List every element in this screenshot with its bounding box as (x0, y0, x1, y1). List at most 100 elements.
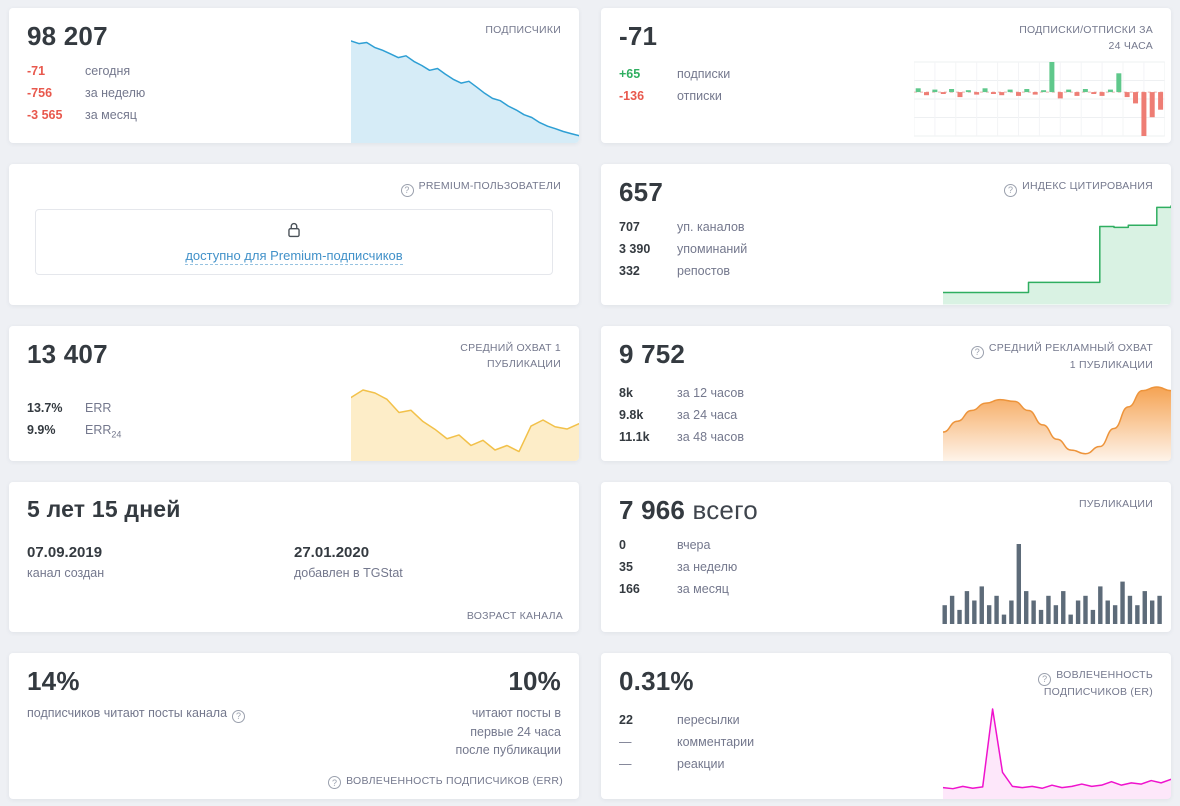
stat-value: 9.8k (619, 407, 644, 422)
card-title-text: ВОВЛЕЧЕННОСТЬ ПОДПИСЧИКОВ (ER) (1043, 669, 1153, 699)
stat-value: — (619, 734, 632, 749)
stat-value: 0 (619, 537, 626, 552)
help-icon[interactable] (1004, 184, 1018, 198)
card-title-text: СРЕДНИЙ РЕКЛАМНЫЙ ОХВАТ 1 ПУБЛИКАЦИИ (988, 342, 1153, 372)
stat-row: 707 уп. каналов (619, 220, 1153, 234)
stat-value: 22 (619, 712, 633, 727)
err-read-block: 14% подписчиков читают посты канала (27, 666, 246, 724)
stat-row: -71 сегодня (27, 64, 561, 78)
stat-value: 3 390 (619, 241, 651, 256)
publications-total: 7 966 всего (619, 495, 758, 525)
stat-value: -71 (27, 63, 46, 78)
card-title: ПОДПИСЧИКИ (485, 24, 561, 36)
er-stats: 22 пересылки — комментарии — реакции (619, 713, 1153, 771)
stat-value: 13.7% (27, 400, 63, 415)
stat-label: реакции (677, 756, 725, 771)
subs-unsubs-stats: +65 подписки -136 отписки (619, 67, 1153, 103)
stat-row: 35 за неделю (619, 560, 1153, 574)
created-date: 07.09.2019 (27, 544, 103, 562)
stat-value: 332 (619, 263, 640, 278)
stat-row: -756 за неделю (27, 86, 561, 100)
card-publications: 7 966 всего ПУБЛИКАЦИИ 0 вчера 35 за нед… (601, 482, 1171, 632)
card-channel-age: 5 лет 15 дней 07.09.2019 канал создан 27… (9, 482, 579, 632)
stat-value: -3 565 (27, 107, 63, 122)
channel-age-dates: 07.09.2019 канал создан 27.01.2020 добав… (27, 544, 561, 580)
card-title: ВОВЛЕЧЕННОСТЬ ПОДПИСЧИКОВ (ERR) (328, 774, 563, 789)
help-icon[interactable] (328, 776, 342, 789)
citation-step-chart (943, 203, 1171, 305)
stat-row: -3 565 за месяц (27, 108, 561, 122)
card-average-reach: 13 407 СРЕДНИЙ ОХВАТ 1 ПУБЛИКАЦИИ 13.7% … (9, 326, 579, 461)
card-title: PREMIUM-ПОЛЬЗОВАТЕЛИ (400, 178, 561, 198)
stat-value: -136 (619, 88, 645, 103)
added-date: 27.01.2020 (294, 544, 370, 562)
stat-value: -756 (27, 85, 53, 100)
card-title-text: ИНДЕКС ЦИТИРОВАНИЯ (1022, 180, 1153, 192)
card-title: ПУБЛИКАЦИИ (1078, 498, 1153, 510)
lock-icon (288, 223, 300, 238)
stat-row: 0 вчера (619, 538, 1153, 552)
premium-locked-panel: доступно для Premium-подписчиков (35, 209, 553, 276)
card-title: ИНДЕКС ЦИТИРОВАНИЯ (1004, 178, 1153, 198)
stat-label: упоминаний (677, 241, 748, 256)
subscribers-count: 98 207 (27, 21, 108, 51)
stat-row: — реакции (619, 757, 1153, 771)
card-citation-index: 657 ИНДЕКС ЦИТИРОВАНИЯ 707 уп. каналов 3… (601, 164, 1171, 305)
card-title: ПОДПИСКИ/ОТПИСКИ ЗА 24 ЧАСА (1019, 24, 1153, 53)
stat-row: 8k за 12 часов (619, 386, 1153, 400)
stat-value: 9.9% (27, 422, 56, 437)
ad-reach-value: 9 752 (619, 339, 686, 369)
stat-label: репостов (677, 263, 731, 278)
stat-label: за 48 часов (677, 429, 744, 444)
stat-label: за 24 часа (677, 407, 738, 422)
stat-row: 332 репостов (619, 264, 1153, 278)
premium-link[interactable]: доступно для Premium-подписчиков (185, 248, 403, 266)
stat-label: за неделю (85, 85, 146, 100)
stat-row: 11.1k за 48 часов (619, 430, 1153, 444)
stat-row: 13.7% ERR (27, 401, 561, 415)
card-subs-unsubs-24h: -71 ПОДПИСКИ/ОТПИСКИ ЗА 24 ЧАСА +65 подп… (601, 8, 1171, 143)
stat-value: 8k (619, 385, 633, 400)
added-date-label: добавлен в TGStat (294, 566, 403, 581)
publications-bar-chart (941, 542, 1163, 626)
stat-row: 9.9% ERR24 (27, 423, 561, 440)
er-value: 0.31% (619, 666, 694, 696)
stat-row: +65 подписки (619, 67, 1153, 81)
help-icon[interactable] (1038, 673, 1052, 687)
stat-label: уп. каналов (677, 219, 745, 234)
stat-label: отписки (677, 88, 722, 103)
stat-label: за месяц (677, 581, 729, 596)
help-icon[interactable] (232, 710, 246, 724)
stat-label: вчера (677, 537, 711, 552)
help-icon[interactable] (970, 346, 984, 360)
card-subscribers: 98 207 ПОДПИСЧИКИ -71 сегодня -756 за не… (9, 8, 579, 143)
subscribers-stats: -71 сегодня -756 за неделю -3 565 за мес… (27, 64, 561, 122)
err-read-label: подписчиков читают посты канала (27, 704, 246, 724)
card-title: СРЕДНИЙ РЕКЛАМНЫЙ ОХВАТ 1 ПУБЛИКАЦИИ (963, 340, 1153, 374)
stat-value: 707 (619, 219, 640, 234)
stat-row: 166 за месяц (619, 582, 1153, 596)
created-date-label: канал создан (27, 566, 105, 581)
stat-label: подписки (677, 66, 731, 81)
added-date-block: 27.01.2020 добавлен в TGStat (294, 544, 561, 580)
channel-age-value: 5 лет 15 дней (27, 496, 181, 522)
stat-row: -136 отписки (619, 89, 1153, 103)
card-title-text: ВОВЛЕЧЕННОСТЬ ПОДПИСЧИКОВ (ERR) (346, 774, 563, 787)
stat-value: +65 (619, 66, 641, 81)
card-er: 0.31% ВОВЛЕЧЕННОСТЬ ПОДПИСЧИКОВ (ER) 22 … (601, 653, 1171, 799)
average-reach-stats: 13.7% ERR 9.9% ERR24 (27, 401, 561, 440)
citation-index-value: 657 (619, 177, 663, 207)
ad-reach-chart (943, 384, 1171, 461)
stat-label: за неделю (677, 559, 738, 574)
stat-row: 22 пересылки (619, 713, 1153, 727)
err-24h-label: читают посты в первые 24 часа после публ… (455, 705, 561, 758)
help-icon[interactable] (400, 184, 414, 198)
stat-value: 166 (619, 581, 640, 596)
subscribers-sparkline-chart (351, 38, 579, 143)
err-read-percent: 14% (27, 666, 80, 696)
stat-label: сегодня (85, 63, 131, 78)
card-ad-reach: 9 752 СРЕДНИЙ РЕКЛАМНЫЙ ОХВАТ 1 ПУБЛИКАЦ… (601, 326, 1171, 461)
stat-value: — (619, 756, 632, 771)
stat-label: за месяц (85, 107, 137, 122)
